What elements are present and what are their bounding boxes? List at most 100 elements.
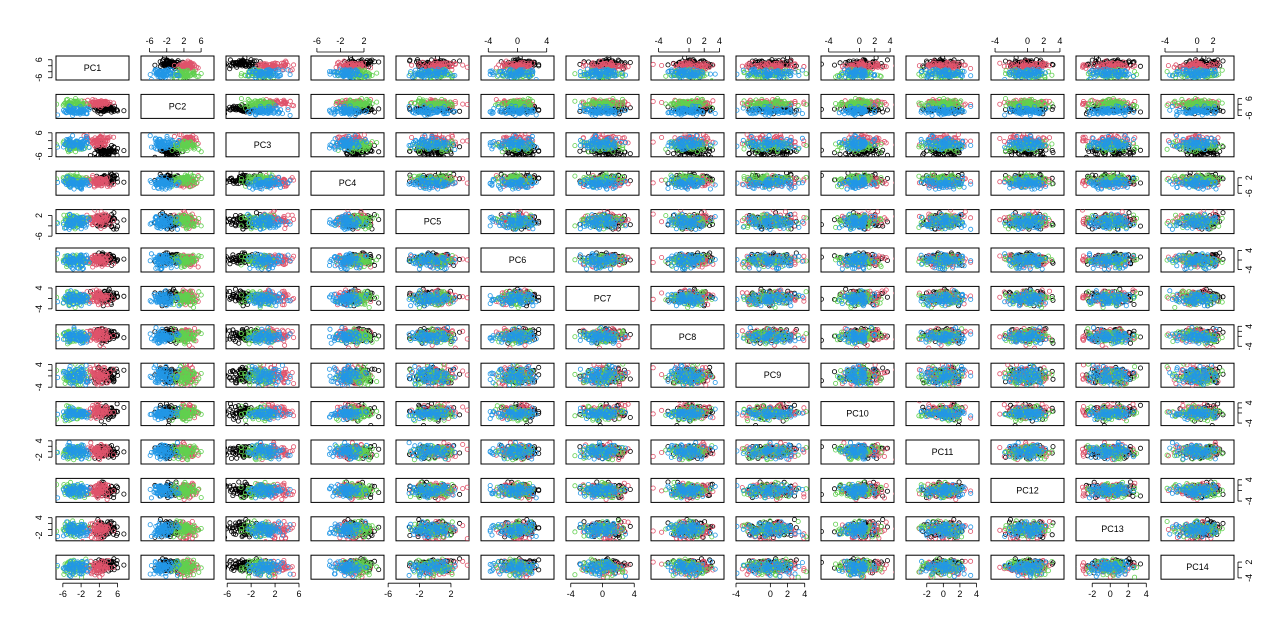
scatter-point	[163, 72, 169, 78]
scatter-point	[821, 61, 824, 67]
scatter-point	[450, 73, 456, 79]
scatter-point	[681, 60, 687, 66]
scatter-point	[533, 77, 539, 80]
panel-pc2-vs-pc3	[225, 93, 300, 119]
scatter-point	[1003, 58, 1009, 64]
scatter-point	[247, 68, 253, 74]
scatter-point	[517, 67, 523, 73]
scatter-point	[763, 64, 769, 70]
scatter-point	[774, 60, 780, 66]
scatter-point	[171, 62, 177, 68]
scatter-point	[588, 70, 594, 76]
diagonal-label: PC1	[84, 63, 102, 73]
scatter-point	[162, 62, 168, 68]
scatter-point	[152, 67, 158, 73]
scatter-point	[493, 97, 499, 103]
scatter-point	[700, 70, 706, 76]
scatter-point	[151, 69, 157, 75]
scatter-point	[593, 67, 599, 73]
scatter-point	[198, 71, 204, 77]
scatter-point	[786, 63, 792, 69]
scatter-point	[1167, 72, 1173, 78]
scatter-point	[832, 62, 838, 68]
scatter-point	[276, 73, 282, 79]
scatter-point	[334, 69, 340, 75]
scatter-point	[457, 58, 463, 64]
scatter-point	[1076, 70, 1077, 72]
scatter-point	[523, 72, 529, 78]
panel-pc1-vs-pc1: PC1	[55, 55, 130, 81]
scatter-point	[755, 69, 761, 75]
scatter-point	[870, 78, 875, 80]
scatter-point	[56, 101, 60, 107]
scatter-point	[195, 65, 201, 71]
scatter-point	[56, 106, 57, 109]
scatter-point	[627, 60, 633, 66]
scatter-point	[507, 66, 513, 72]
scatter-point	[221, 65, 225, 69]
scatter-point	[572, 71, 578, 77]
scatter-point	[271, 70, 277, 76]
scatter-point	[788, 73, 794, 79]
scatter-point	[1219, 67, 1225, 73]
scatter-point	[597, 73, 603, 79]
scatter-point	[194, 74, 200, 80]
scatter-point	[526, 63, 532, 69]
scatter-point	[740, 67, 746, 73]
scatter-point	[712, 71, 718, 77]
scatter-point	[776, 75, 782, 80]
scatter-point	[376, 59, 382, 65]
scatter-point	[508, 75, 514, 80]
scatter-point	[452, 73, 458, 79]
scatter-point	[690, 70, 696, 76]
scatter-point	[745, 72, 751, 78]
scatter-point	[374, 99, 380, 105]
scatter-point	[663, 73, 669, 79]
scatter-point	[625, 64, 631, 70]
scatter-point	[433, 73, 439, 79]
scatter-point	[676, 63, 682, 69]
scatter-point	[613, 73, 619, 79]
scatter-point	[677, 75, 683, 80]
scatter-point	[1220, 58, 1226, 64]
scatter-point	[496, 62, 502, 68]
scatter-point	[1003, 71, 1009, 77]
scatter-point	[168, 71, 174, 77]
scatter-point	[407, 58, 413, 64]
scatter-point	[796, 72, 802, 78]
scatter-point	[176, 73, 182, 79]
scatter-point	[157, 63, 163, 69]
scatter-point	[676, 67, 682, 73]
panel-pc2-vs-pc1	[55, 93, 130, 119]
diagonal-label: PC2	[169, 101, 187, 111]
scatter-point	[623, 72, 629, 78]
scatter-point	[166, 66, 172, 72]
scatter-point	[275, 67, 281, 73]
scatter-point	[429, 78, 435, 80]
scatter-point	[340, 74, 346, 80]
scatter-point	[709, 78, 715, 80]
scatter-point	[189, 61, 195, 67]
scatter-point	[837, 60, 843, 66]
scatter-point	[447, 71, 453, 77]
scatter-point	[766, 61, 772, 67]
scatter-point	[352, 72, 358, 78]
scatter-point	[291, 62, 297, 68]
panel-pc2-vs-pc6	[480, 93, 555, 119]
scatter-point	[238, 96, 244, 102]
scatter-point	[412, 70, 418, 76]
scatter-point	[781, 68, 787, 74]
scatter-point	[174, 69, 180, 75]
scatter-point	[659, 63, 665, 69]
scatter-point	[249, 59, 255, 65]
scatter-point	[593, 72, 599, 78]
scatter-point	[758, 63, 764, 69]
scatter-point	[464, 64, 469, 70]
scatter-point	[490, 72, 496, 78]
scatter-point	[580, 63, 586, 69]
scatter-point	[231, 61, 237, 67]
scatter-point	[1165, 63, 1171, 69]
scatter-point	[436, 64, 442, 70]
scatter-point	[770, 69, 776, 75]
scatter-point	[786, 68, 792, 74]
